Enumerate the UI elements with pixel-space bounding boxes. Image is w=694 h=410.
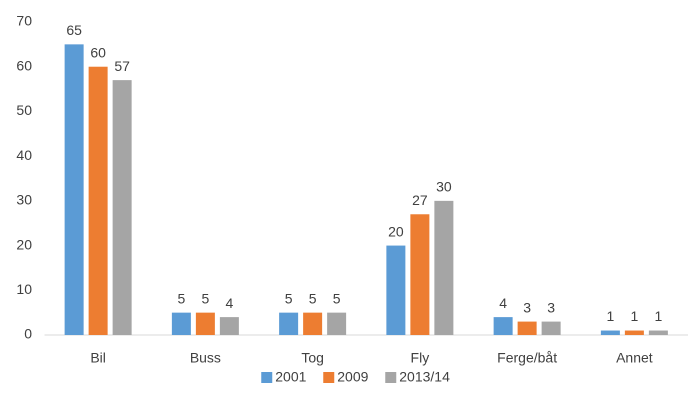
legend-swatch bbox=[261, 372, 273, 383]
value-label: 5 bbox=[201, 290, 209, 306]
legend-label: 2009 bbox=[337, 369, 368, 385]
value-label: 5 bbox=[333, 290, 341, 306]
value-label: 5 bbox=[285, 290, 293, 306]
y-tick-label: 10 bbox=[16, 281, 32, 297]
value-label: 60 bbox=[90, 44, 106, 60]
y-tick-label: 70 bbox=[16, 13, 32, 29]
y-tick-label: 0 bbox=[24, 326, 32, 342]
bar bbox=[434, 200, 454, 335]
bar bbox=[648, 330, 668, 335]
legend-swatch bbox=[385, 372, 397, 383]
value-label: 4 bbox=[225, 295, 233, 311]
y-tick-label: 50 bbox=[16, 102, 32, 118]
y-tick-label: 40 bbox=[16, 147, 32, 163]
value-label: 3 bbox=[523, 299, 531, 315]
y-tick-label: 20 bbox=[16, 236, 32, 252]
bar bbox=[64, 44, 84, 335]
y-tick-label: 30 bbox=[16, 192, 32, 208]
value-label: 1 bbox=[654, 308, 662, 324]
bar bbox=[303, 312, 323, 335]
bar bbox=[327, 312, 347, 335]
bar bbox=[624, 330, 644, 335]
bar bbox=[195, 312, 215, 335]
value-label: 3 bbox=[547, 299, 555, 315]
bar bbox=[386, 245, 406, 335]
x-tick-label: Annet bbox=[616, 350, 653, 366]
x-tick-label: Fly bbox=[411, 350, 430, 366]
value-label: 1 bbox=[606, 308, 614, 324]
value-label: 1 bbox=[630, 308, 638, 324]
value-label: 4 bbox=[499, 295, 507, 311]
bar bbox=[88, 66, 108, 335]
value-label: 20 bbox=[388, 223, 404, 239]
x-tick-label: Ferge/båt bbox=[497, 350, 557, 366]
x-tick-label: Tog bbox=[301, 350, 324, 366]
bar bbox=[600, 330, 620, 335]
bar bbox=[517, 321, 537, 335]
x-tick-label: Buss bbox=[190, 350, 221, 366]
bar bbox=[171, 312, 191, 335]
legend-swatch bbox=[323, 372, 335, 383]
bar bbox=[279, 312, 299, 335]
y-tick-label: 60 bbox=[16, 57, 32, 73]
bar bbox=[493, 317, 513, 335]
value-label: 5 bbox=[177, 290, 185, 306]
bar bbox=[541, 321, 561, 335]
value-label: 5 bbox=[309, 290, 317, 306]
bar bbox=[410, 214, 430, 335]
legend-label: 2013/14 bbox=[399, 369, 450, 385]
value-label: 57 bbox=[114, 58, 130, 74]
bar bbox=[219, 317, 239, 335]
legend-label: 2001 bbox=[275, 369, 306, 385]
x-tick-label: Bil bbox=[90, 350, 106, 366]
value-label: 65 bbox=[66, 22, 82, 38]
bar bbox=[112, 80, 132, 335]
value-label: 30 bbox=[436, 179, 452, 195]
value-label: 27 bbox=[412, 192, 428, 208]
